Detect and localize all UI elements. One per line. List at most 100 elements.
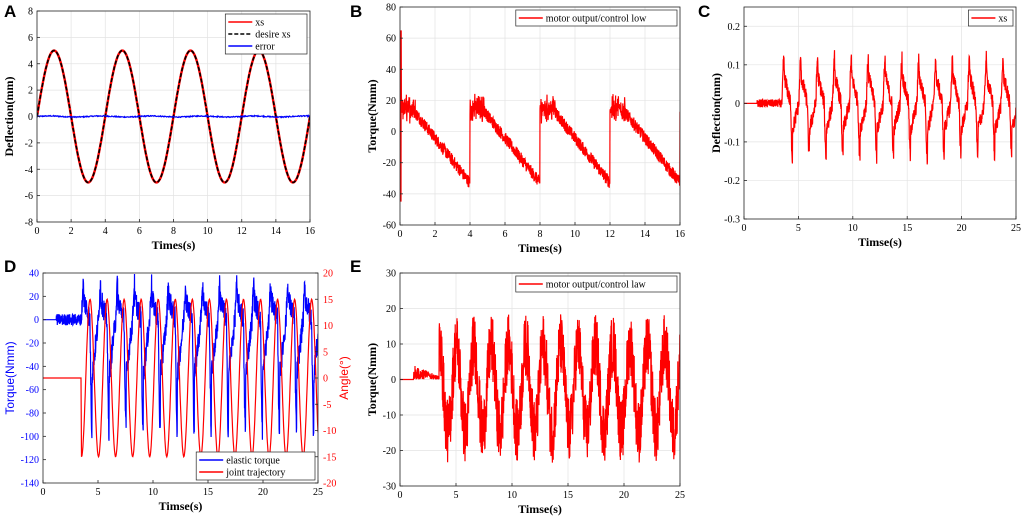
- y-tick-label: 6: [28, 33, 33, 44]
- legend-label: motor output/control law: [546, 280, 647, 291]
- x-tick-label: 4: [468, 229, 473, 240]
- x-tick-label: 2: [69, 226, 74, 237]
- y-tick-label: 20: [386, 304, 396, 315]
- x-tick-label: 10: [507, 490, 517, 501]
- legend-box: [224, 13, 308, 55]
- x-tick-label: 14: [640, 229, 650, 240]
- x-tick-label: 8: [538, 229, 543, 240]
- legend-label: xs: [998, 14, 1007, 25]
- x-tick-label: 16: [305, 226, 315, 237]
- legend-label: xs: [255, 18, 264, 29]
- y-axis-label: Torque(Nmm): [3, 341, 17, 414]
- y-tick-label: 0: [391, 375, 396, 386]
- y-tick-label: 4: [28, 59, 33, 70]
- panel-letter: E: [350, 257, 361, 276]
- x-axis-label: Timse(s): [518, 502, 562, 516]
- x-tick-label: 10: [148, 487, 158, 498]
- x-tick-label: 10: [570, 229, 580, 240]
- x-tick-label: 0: [398, 490, 403, 501]
- x-tick-label: 15: [203, 487, 213, 498]
- y-tick-label: 20: [29, 292, 39, 303]
- x-axis-label: Timse(s): [858, 235, 902, 249]
- legend-box: [515, 9, 678, 27]
- y-tick-label: 0: [391, 127, 396, 138]
- x-tick-label: 10: [848, 223, 858, 234]
- panel-letter: C: [698, 2, 710, 21]
- legend-box: [195, 451, 316, 481]
- x-tick-label: 5: [96, 487, 101, 498]
- y-tick-label: -0.1: [724, 137, 740, 148]
- x-tick-label: 20: [258, 487, 268, 498]
- y-tick-label: -120: [21, 455, 39, 466]
- series-line-motor-output-control-law: [400, 314, 680, 463]
- x-tick-label: 25: [1011, 223, 1021, 234]
- y-tick-label: 20: [386, 96, 396, 107]
- y-tick-label: -80: [26, 409, 39, 420]
- y-tick-label: -10: [383, 411, 396, 422]
- x-tick-label: 14: [271, 226, 281, 237]
- x-tick-label: 6: [503, 229, 508, 240]
- chart-panel-C: C 0 5 10 15 20 25 -0.3 -0.2 -0.1 0 0.1 0.2 Timse(s) De…: [698, 2, 1021, 249]
- legend-label: error: [255, 42, 275, 53]
- y-tick-label: 2: [28, 86, 33, 97]
- x-tick-label: 16: [675, 229, 685, 240]
- y-axis-label: Torque(Nmm): [365, 79, 379, 152]
- panel-letter: B: [350, 2, 362, 21]
- y-tick-label: 80: [386, 3, 396, 14]
- series-line-elastic-torque: [43, 273, 318, 441]
- y-tick-label: -60: [383, 221, 396, 232]
- y-tick-label: 40: [386, 65, 396, 76]
- chart-panel-B: B 0 2 4 6 8 10 12 14 16 -60 -40 -20 0 20 40 60 80 Times(s)…: [350, 2, 685, 255]
- x-tick-label: 5: [796, 223, 801, 234]
- y-tick-label: 8: [28, 7, 33, 18]
- y-tick-label: 10: [386, 340, 396, 351]
- y-axis-label: Deflection(mm): [709, 73, 723, 153]
- y-right-tick-label: -15: [323, 452, 336, 463]
- panel-letter: D: [4, 257, 16, 276]
- y-tick-label: 0.1: [728, 60, 741, 71]
- y-tick-label: 30: [386, 269, 396, 280]
- y-tick-label: 60: [386, 34, 396, 45]
- x-tick-label: 5: [454, 490, 459, 501]
- legend: xs: [968, 9, 1014, 27]
- y-right-tick-label: -10: [323, 426, 336, 437]
- panel-letter: A: [4, 2, 16, 21]
- x-tick-label: 4: [103, 226, 108, 237]
- y-tick-label: -20: [26, 339, 39, 350]
- y-axis-label: Deflection(mm): [2, 77, 16, 157]
- y-tick-label: -6: [25, 191, 33, 202]
- y-right-tick-label: 10: [323, 321, 333, 332]
- y-tick-label: 0: [735, 99, 740, 110]
- y-tick-label: -4: [25, 165, 33, 176]
- y-tick-label: -60: [26, 385, 39, 396]
- legend-label: joint trajectory: [225, 468, 285, 479]
- y-tick-label: -40: [383, 189, 396, 200]
- y-tick-label: 0: [34, 315, 39, 326]
- y-tick-label: -0.2: [724, 176, 740, 187]
- series-line-joint-trajectory: [43, 297, 318, 459]
- x-tick-label: 25: [675, 490, 685, 501]
- x-tick-label: 2: [433, 229, 438, 240]
- legend-box: [515, 275, 678, 293]
- y-tick-label: -20: [383, 158, 396, 169]
- chart-panel-E: E 0 5 10 15 20 25 -30 -20 -10 0 10 20 30 Timse(s) Torqu…: [350, 257, 685, 516]
- y-tick-label: -8: [25, 218, 33, 229]
- x-tick-label: 15: [902, 223, 912, 234]
- x-tick-label: 20: [957, 223, 967, 234]
- y-right-tick-label: -5: [323, 400, 331, 411]
- x-tick-label: 6: [137, 226, 142, 237]
- legend-label: desire xs: [255, 30, 290, 41]
- plot-frame: [743, 6, 1017, 220]
- y-tick-label: -100: [21, 432, 39, 443]
- x-tick-label: 0: [742, 223, 747, 234]
- x-axis-label: Times(s): [518, 241, 562, 255]
- y-tick-label: -140: [21, 479, 39, 490]
- y-tick-label: 0: [28, 112, 33, 123]
- y-right-tick-label: 20: [323, 269, 333, 280]
- y-right-tick-label: 15: [323, 295, 333, 306]
- x-tick-label: 20: [619, 490, 629, 501]
- y-right-tick-label: 5: [323, 347, 328, 358]
- y-tick-label: -40: [26, 362, 39, 373]
